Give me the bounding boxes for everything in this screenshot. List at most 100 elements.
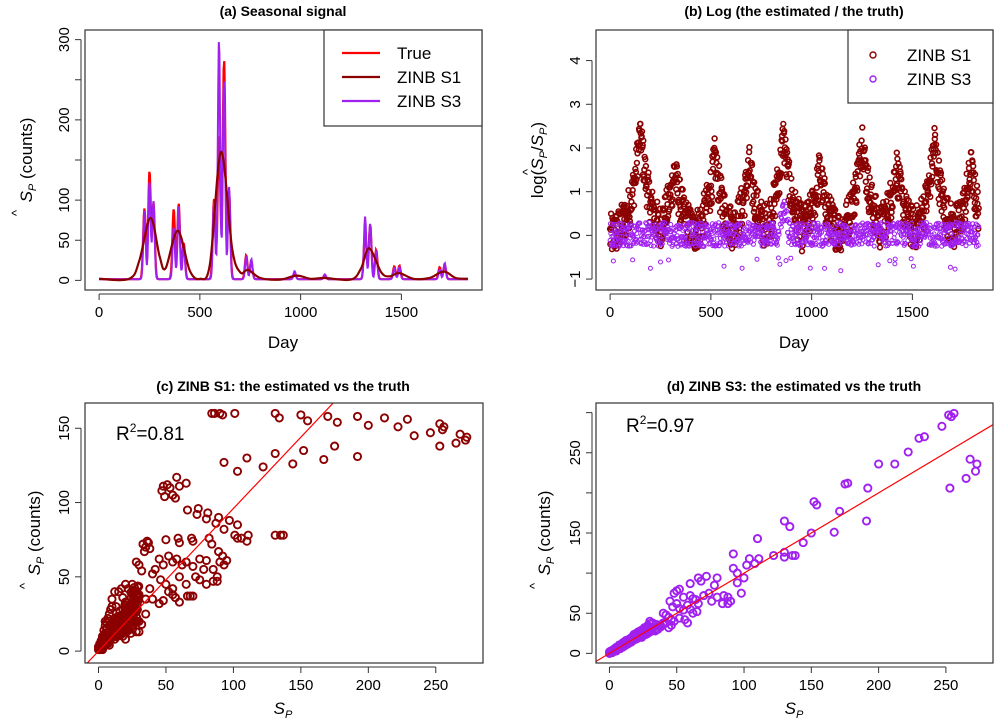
point-zinb-s1 [861, 144, 868, 151]
point-zinb-s1 [783, 146, 790, 153]
point-zinb-s3 [781, 198, 787, 204]
point-zinb-s1 [782, 136, 789, 143]
point-zinb-s3 [778, 224, 784, 230]
point-zinb-s1 [629, 187, 636, 194]
point-zinb-s3 [722, 243, 728, 249]
point-zinb-s3 [865, 241, 871, 247]
point-zinb-s1 [768, 204, 775, 212]
point-zinb-s1 [924, 187, 932, 195]
d-y-tick-label: 0 [567, 649, 584, 657]
point-zinb-s1 [898, 176, 905, 183]
panel-d-title: (d) ZINB S3: the estimated vs the truth [667, 378, 921, 394]
point-zinb-s1 [868, 181, 876, 189]
point-zinb-s3 [892, 261, 898, 267]
scatter-point [439, 422, 449, 432]
point-zinb-s1 [677, 216, 685, 224]
point-zinb-s1 [756, 215, 764, 222]
point-zinb-s3 [658, 259, 663, 265]
scatter-point [709, 580, 719, 590]
point-zinb-s1 [654, 217, 661, 224]
scatter-point [319, 454, 329, 465]
scatter-point [139, 547, 149, 557]
b-y-tick-label: 0 [567, 231, 584, 239]
point-zinb-s3 [610, 258, 616, 264]
point-zinb-s1 [713, 154, 721, 161]
point-zinb-s3 [900, 234, 906, 240]
point-zinb-s3 [823, 238, 829, 244]
point-zinb-s3 [912, 238, 918, 243]
point-zinb-s1 [785, 161, 792, 168]
point-zinb-s1 [780, 127, 788, 135]
panel-a-frame [84, 29, 483, 291]
point-zinb-s1 [955, 207, 962, 214]
point-zinb-s3 [975, 242, 981, 248]
scatter-point [666, 620, 676, 630]
point-zinb-s3 [775, 236, 781, 242]
point-zinb-s1 [967, 181, 974, 188]
point-zinb-s3 [776, 232, 782, 237]
scatter-point [209, 408, 220, 418]
scatter-point [161, 535, 171, 545]
scatter-point [723, 599, 733, 609]
point-zinb-s3 [848, 225, 854, 231]
point-zinb-s1 [741, 212, 748, 219]
scatter-point [208, 564, 218, 574]
point-zinb-s1 [669, 196, 676, 203]
point-zinb-s1 [690, 213, 697, 221]
point-zinb-s1 [626, 217, 633, 225]
point-zinb-s1 [947, 200, 955, 207]
point-zinb-s1 [750, 208, 758, 216]
point-zinb-s1 [876, 244, 884, 251]
point-zinb-s1 [642, 162, 650, 170]
point-zinb-s3 [783, 258, 789, 264]
scatter-point [122, 609, 132, 619]
panel-a-x-axis: 0 500 1000 1500 [95, 293, 418, 321]
scatter-point [174, 597, 184, 607]
point-zinb-s1 [630, 202, 638, 209]
scatter-point [224, 515, 234, 525]
point-zinb-s1 [663, 216, 671, 224]
point-zinb-s3 [662, 220, 667, 226]
scatter-point [736, 588, 746, 598]
point-zinb-s1 [780, 120, 787, 128]
point-zinb-s3 [738, 225, 744, 231]
point-zinb-s1 [637, 120, 644, 128]
panel-a-title: (a) Seasonal signal [220, 3, 347, 19]
point-zinb-s1 [964, 194, 971, 201]
point-zinb-s3 [614, 230, 620, 236]
panel-c-plot-area [86, 403, 472, 663]
point-zinb-s3 [820, 238, 826, 244]
scatter-point [201, 555, 211, 566]
scatter-point [147, 594, 158, 604]
b-y-tick-label: 1 [567, 188, 584, 196]
d-y-tick-label: 250 [567, 440, 584, 465]
point-zinb-s1 [887, 179, 894, 187]
panel-a-hat-glyph: ^ [9, 209, 24, 216]
point-zinb-s1 [814, 201, 821, 208]
scatter-point [669, 588, 679, 598]
point-zinb-s3 [845, 226, 851, 232]
scatter-point [402, 414, 412, 424]
scatter-point [462, 432, 472, 442]
panel-d-x-axis: 0 50 100 150 200 250 [605, 666, 958, 694]
point-zinb-s3 [765, 226, 771, 232]
scatter-point [164, 551, 174, 561]
point-zinb-s3 [976, 224, 982, 230]
scatter-point [785, 522, 795, 532]
point-zinb-s3 [769, 235, 774, 241]
point-zinb-s1 [744, 183, 751, 190]
point-zinb-s1 [754, 187, 761, 195]
scatter-point [696, 576, 706, 586]
point-zinb-s3 [910, 263, 916, 269]
point-zinb-s3 [851, 239, 857, 245]
point-zinb-s1 [927, 154, 934, 161]
point-zinb-s3 [892, 231, 897, 237]
point-zinb-s1 [751, 205, 758, 212]
scatter-point [965, 454, 975, 464]
point-zinb-s3 [646, 233, 652, 239]
point-zinb-s1 [973, 182, 981, 190]
point-zinb-s3 [659, 241, 665, 247]
b-y-tick-label: 3 [567, 100, 584, 108]
point-zinb-s3 [913, 243, 919, 249]
point-zinb-s1 [864, 167, 871, 175]
